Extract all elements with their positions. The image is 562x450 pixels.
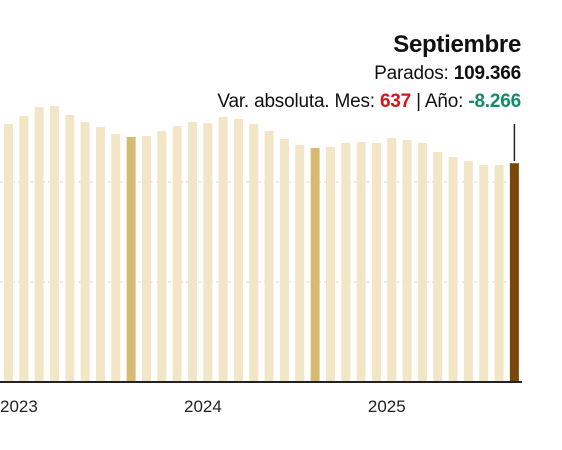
bar-15[interactable] bbox=[233, 119, 243, 382]
bar-29[interactable] bbox=[448, 157, 458, 382]
parados-label: Parados: bbox=[374, 63, 449, 84]
x-tick-2025: 2025 bbox=[368, 397, 406, 416]
bar-27[interactable] bbox=[417, 143, 427, 382]
parados-value: 109.366 bbox=[453, 63, 521, 84]
x-tick-2024: 2024 bbox=[184, 397, 222, 416]
bar-18[interactable] bbox=[279, 139, 289, 382]
bar-2[interactable] bbox=[34, 107, 44, 382]
var-ano-value: -8.266 bbox=[468, 91, 521, 112]
bar-24[interactable] bbox=[371, 143, 381, 382]
bar-32[interactable] bbox=[494, 165, 504, 382]
tooltip-variation: Var. absoluta. Mes: 637 | Año: -8.266 bbox=[217, 88, 521, 116]
bar-33[interactable] bbox=[509, 163, 519, 382]
ano-label: Año: bbox=[424, 91, 464, 112]
bar-28[interactable] bbox=[433, 152, 443, 382]
bar-5[interactable] bbox=[80, 122, 90, 382]
bar-3[interactable] bbox=[49, 106, 59, 382]
bar-8[interactable] bbox=[126, 137, 136, 382]
bar-25[interactable] bbox=[387, 138, 397, 382]
separator: | bbox=[416, 91, 421, 112]
bar-0[interactable] bbox=[4, 124, 13, 382]
var-mes-value: 637 bbox=[379, 91, 412, 112]
bar-7[interactable] bbox=[111, 134, 121, 382]
bar-16[interactable] bbox=[249, 124, 259, 382]
x-tick-2023: 2023 bbox=[0, 397, 38, 416]
bar-13[interactable] bbox=[203, 123, 213, 382]
tooltip-month: Septiembre bbox=[393, 31, 521, 58]
bar-26[interactable] bbox=[402, 140, 412, 382]
bar-21[interactable] bbox=[325, 147, 335, 382]
x-axis-ticks: 2023 2024 2025 bbox=[0, 397, 406, 416]
bar-1[interactable] bbox=[19, 116, 29, 382]
bar-10[interactable] bbox=[157, 131, 167, 382]
tooltip-parados: Parados: 109.366 bbox=[217, 60, 521, 88]
bar-14[interactable] bbox=[218, 117, 228, 382]
bar-17[interactable] bbox=[264, 131, 274, 382]
var-label: Var. absoluta. Mes: bbox=[217, 91, 375, 112]
gridlines bbox=[0, 181, 522, 283]
bar-22[interactable] bbox=[341, 143, 351, 382]
bar-30[interactable] bbox=[463, 161, 473, 382]
bar-4[interactable] bbox=[65, 115, 75, 382]
bar-31[interactable] bbox=[479, 165, 489, 382]
bar-12[interactable] bbox=[187, 122, 197, 382]
bar-23[interactable] bbox=[356, 142, 366, 382]
bar-9[interactable] bbox=[141, 136, 151, 382]
tooltip: Septiembre Parados: 109.366 Var. absolut… bbox=[217, 30, 521, 116]
bar-19[interactable] bbox=[295, 145, 305, 382]
bar-6[interactable] bbox=[95, 127, 105, 382]
bars bbox=[4, 106, 519, 382]
bar-11[interactable] bbox=[172, 126, 182, 382]
bar-20[interactable] bbox=[310, 148, 320, 382]
